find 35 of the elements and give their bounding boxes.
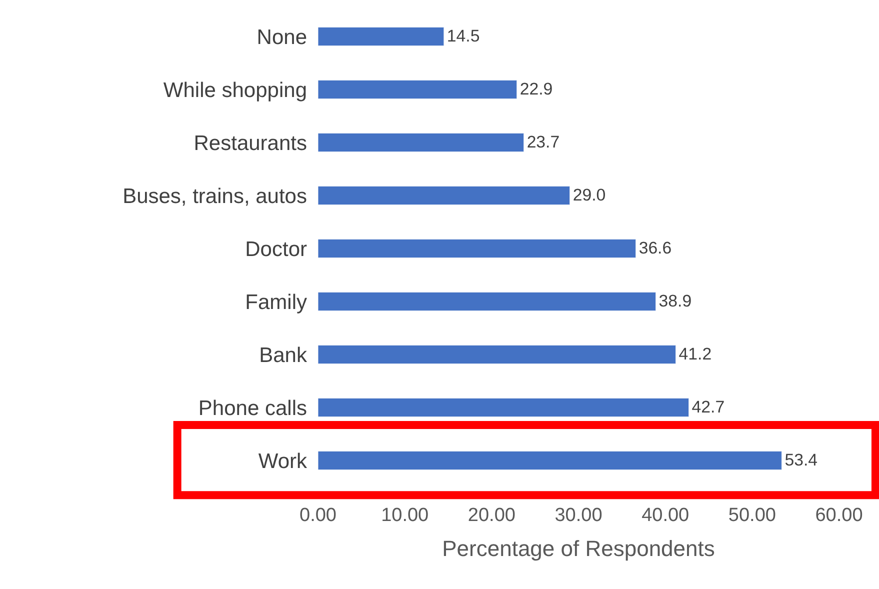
x-tick-label: 30.00 [554,505,602,526]
bar [318,238,636,258]
x-tick-label: 50.00 [728,505,776,526]
data-label: 14.5 [446,26,480,46]
bar [318,132,524,152]
data-label: 22.9 [520,80,553,99]
x-tick-label: 10.00 [381,505,429,526]
x-tick-label: 40.00 [642,505,690,526]
y-tick-label: None [256,26,307,49]
x-tick-label: 60.00 [815,505,863,526]
bar [318,292,656,312]
data-label: 42.7 [692,398,725,417]
data-label: 23.7 [526,132,560,152]
data-label: 38.9 [658,292,692,311]
y-tick-label: Restaurants [194,132,307,155]
bar [318,26,444,46]
y-tick-label: Buses, trains, autos [122,184,307,208]
bar [318,398,690,418]
y-tick-label: Phone calls [198,396,307,420]
bar [318,450,782,470]
y-tick-label: Work [258,450,308,473]
y-tick-label: Family [245,290,308,314]
x-axis-title: Percentage of Respondents [442,536,715,561]
bar [318,186,570,206]
bar [318,80,518,100]
data-label: 53.4 [784,450,818,470]
y-tick-label: Bank [259,344,308,367]
y-tick-label: While shopping [163,78,307,102]
x-tick-label: 0.00 [300,505,336,526]
data-label: 29.0 [572,186,606,205]
data-label: 36.6 [638,238,672,258]
y-tick-label: Doctor [245,238,307,261]
x-tick-label: 20.00 [468,505,516,526]
data-label: 41.2 [678,344,712,364]
bar [318,344,676,364]
